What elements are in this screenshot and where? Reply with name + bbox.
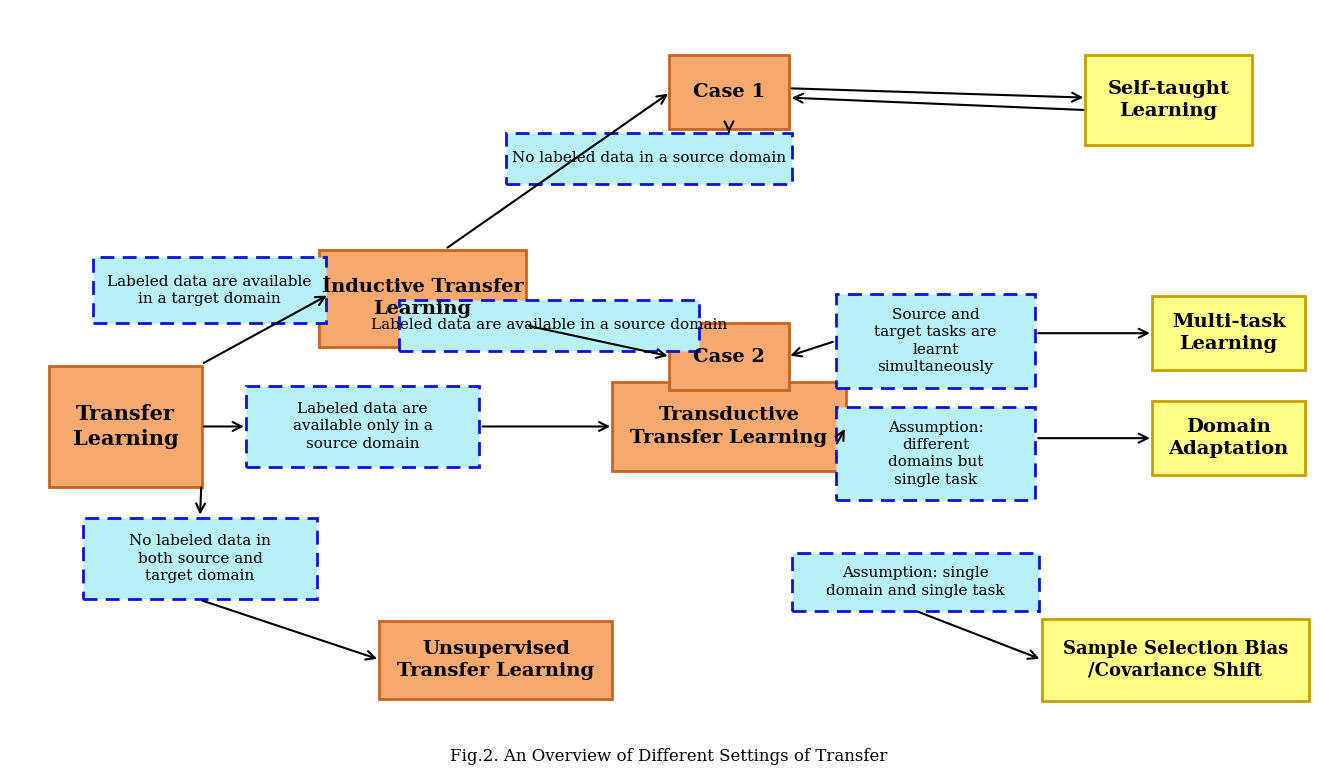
FancyBboxPatch shape bbox=[246, 386, 479, 467]
Text: No labeled data in a source domain: No labeled data in a source domain bbox=[512, 151, 787, 165]
Text: Inductive Transfer
Learning: Inductive Transfer Learning bbox=[321, 278, 523, 319]
Text: No labeled data in
both source and
target domain: No labeled data in both source and targe… bbox=[128, 534, 270, 583]
FancyBboxPatch shape bbox=[1152, 401, 1306, 475]
Text: Sample Selection Bias
/Covariance Shift: Sample Selection Bias /Covariance Shift bbox=[1062, 640, 1288, 680]
FancyBboxPatch shape bbox=[835, 407, 1036, 500]
FancyBboxPatch shape bbox=[1042, 619, 1309, 701]
FancyBboxPatch shape bbox=[320, 250, 526, 347]
Text: Assumption: single
domain and single task: Assumption: single domain and single tas… bbox=[827, 566, 1005, 597]
Text: Multi-task
Learning: Multi-task Learning bbox=[1172, 313, 1286, 353]
Text: Case 1: Case 1 bbox=[693, 83, 765, 101]
FancyBboxPatch shape bbox=[835, 294, 1036, 388]
FancyBboxPatch shape bbox=[379, 621, 613, 698]
FancyBboxPatch shape bbox=[613, 382, 846, 471]
Text: Assumption:
different
domains but
single task: Assumption: different domains but single… bbox=[887, 420, 983, 487]
Text: Unsupervised
Transfer Learning: Unsupervised Transfer Learning bbox=[397, 640, 594, 680]
FancyBboxPatch shape bbox=[83, 518, 317, 600]
Text: Self-taught
Learning: Self-taught Learning bbox=[1108, 80, 1230, 120]
Text: Labeled data are available
in a target domain: Labeled data are available in a target d… bbox=[107, 275, 312, 306]
FancyBboxPatch shape bbox=[669, 56, 789, 129]
Text: Source and
target tasks are
learnt
simultaneously: Source and target tasks are learnt simul… bbox=[874, 308, 997, 374]
FancyBboxPatch shape bbox=[1152, 296, 1306, 370]
Text: Labeled data are
available only in a
source domain: Labeled data are available only in a sou… bbox=[293, 402, 432, 451]
Text: Domain
Adaptation: Domain Adaptation bbox=[1168, 418, 1288, 458]
Text: Transductive
Transfer Learning: Transductive Transfer Learning bbox=[630, 406, 827, 446]
FancyBboxPatch shape bbox=[506, 133, 792, 183]
FancyBboxPatch shape bbox=[669, 323, 789, 390]
FancyBboxPatch shape bbox=[792, 553, 1038, 611]
FancyBboxPatch shape bbox=[48, 366, 202, 487]
Text: Fig.2. An Overview of Different Settings of Transfer: Fig.2. An Overview of Different Settings… bbox=[451, 748, 887, 765]
Text: Labeled data are available in a source domain: Labeled data are available in a source d… bbox=[371, 319, 728, 333]
Text: Case 2: Case 2 bbox=[693, 348, 765, 366]
FancyBboxPatch shape bbox=[1085, 56, 1252, 145]
FancyBboxPatch shape bbox=[92, 258, 326, 323]
Text: Transfer
Learning: Transfer Learning bbox=[72, 404, 178, 449]
FancyBboxPatch shape bbox=[399, 300, 698, 351]
